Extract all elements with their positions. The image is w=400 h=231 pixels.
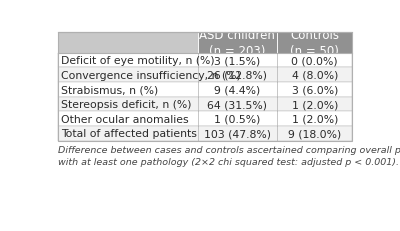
- Text: 1 (2.0%): 1 (2.0%): [292, 100, 338, 109]
- Text: 103 (47.8%): 103 (47.8%): [204, 129, 271, 139]
- Text: Deficit of eye motility, n (%): Deficit of eye motility, n (%): [62, 56, 215, 66]
- Text: 26 (12.8%): 26 (12.8%): [207, 70, 267, 80]
- Bar: [58, 83, 352, 97]
- Bar: [58, 33, 198, 54]
- Text: 64 (31.5%): 64 (31.5%): [207, 100, 267, 109]
- Bar: [58, 68, 352, 83]
- Text: Total of affected patients: Total of affected patients: [62, 129, 197, 139]
- Text: Difference between cases and controls ascertained comparing overall proportion o: Difference between cases and controls as…: [58, 146, 400, 166]
- Text: Strabismus, n (%): Strabismus, n (%): [62, 85, 159, 95]
- Text: 9 (18.0%): 9 (18.0%): [288, 129, 341, 139]
- Text: 1 (0.5%): 1 (0.5%): [214, 114, 260, 124]
- Text: 9 (4.4%): 9 (4.4%): [214, 85, 260, 95]
- Bar: [58, 126, 352, 141]
- Text: 3 (6.0%): 3 (6.0%): [292, 85, 338, 95]
- Bar: [58, 97, 352, 112]
- Bar: [58, 112, 352, 126]
- Text: Stereopsis deficit, n (%): Stereopsis deficit, n (%): [62, 100, 192, 109]
- Bar: [58, 33, 352, 141]
- Text: 1 (2.0%): 1 (2.0%): [292, 114, 338, 124]
- Bar: [58, 54, 352, 68]
- Text: 4 (8.0%): 4 (8.0%): [292, 70, 338, 80]
- Text: Convergence insufficiency, n (%): Convergence insufficiency, n (%): [62, 70, 241, 80]
- Text: Other ocular anomalies: Other ocular anomalies: [62, 114, 189, 124]
- Bar: [277, 33, 352, 54]
- Text: Controls
(n = 50): Controls (n = 50): [290, 29, 339, 58]
- Text: 3 (1.5%): 3 (1.5%): [214, 56, 260, 66]
- Bar: [198, 33, 277, 54]
- Text: ASD children
(n = 203): ASD children (n = 203): [200, 29, 275, 58]
- Text: 0 (0.0%): 0 (0.0%): [291, 56, 338, 66]
